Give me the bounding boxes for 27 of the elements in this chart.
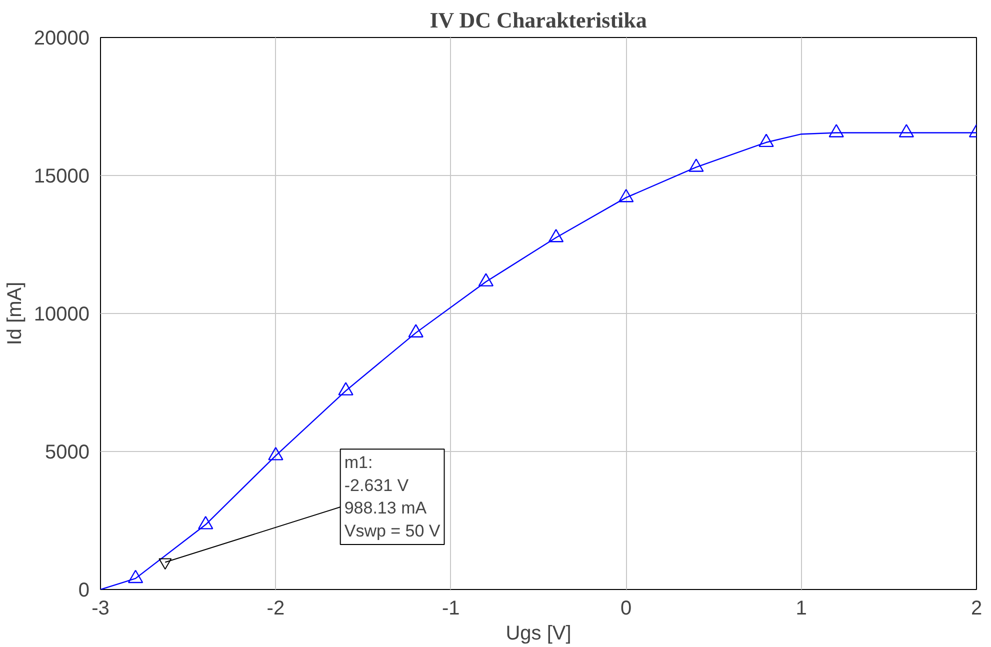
chart-title: IV DC Charakteristika [430,8,647,32]
point [268,446,284,460]
point [898,124,914,138]
x-tick-label: 0 [620,598,632,620]
y-axis-title: Id [mA] [4,282,26,346]
x-axis-title: Ugs [V] [506,622,572,644]
y-tick-label: 0 [78,580,90,602]
annotation: m1: -2.631 V 988.13 mA Vswp = 50 V [344,453,441,540]
point [618,188,634,202]
point [758,134,774,148]
point [688,158,704,172]
point [128,570,144,584]
x-tick-label: -3 [92,598,110,620]
x-tick-label: 2 [970,598,982,620]
point [548,228,564,242]
y-tick-label: 20000 [34,28,90,50]
point [478,273,494,286]
x-tick-label: -2 [266,598,285,620]
point [338,382,354,396]
y-tick-label: 15000 [34,166,90,188]
x-tick-label: -1 [442,598,460,620]
x-tick-label: 1 [796,598,807,620]
point [828,124,844,138]
y-tick-label: 5000 [45,442,90,464]
y-tick-label: 10000 [34,304,90,326]
point [198,516,214,530]
point [408,324,424,338]
